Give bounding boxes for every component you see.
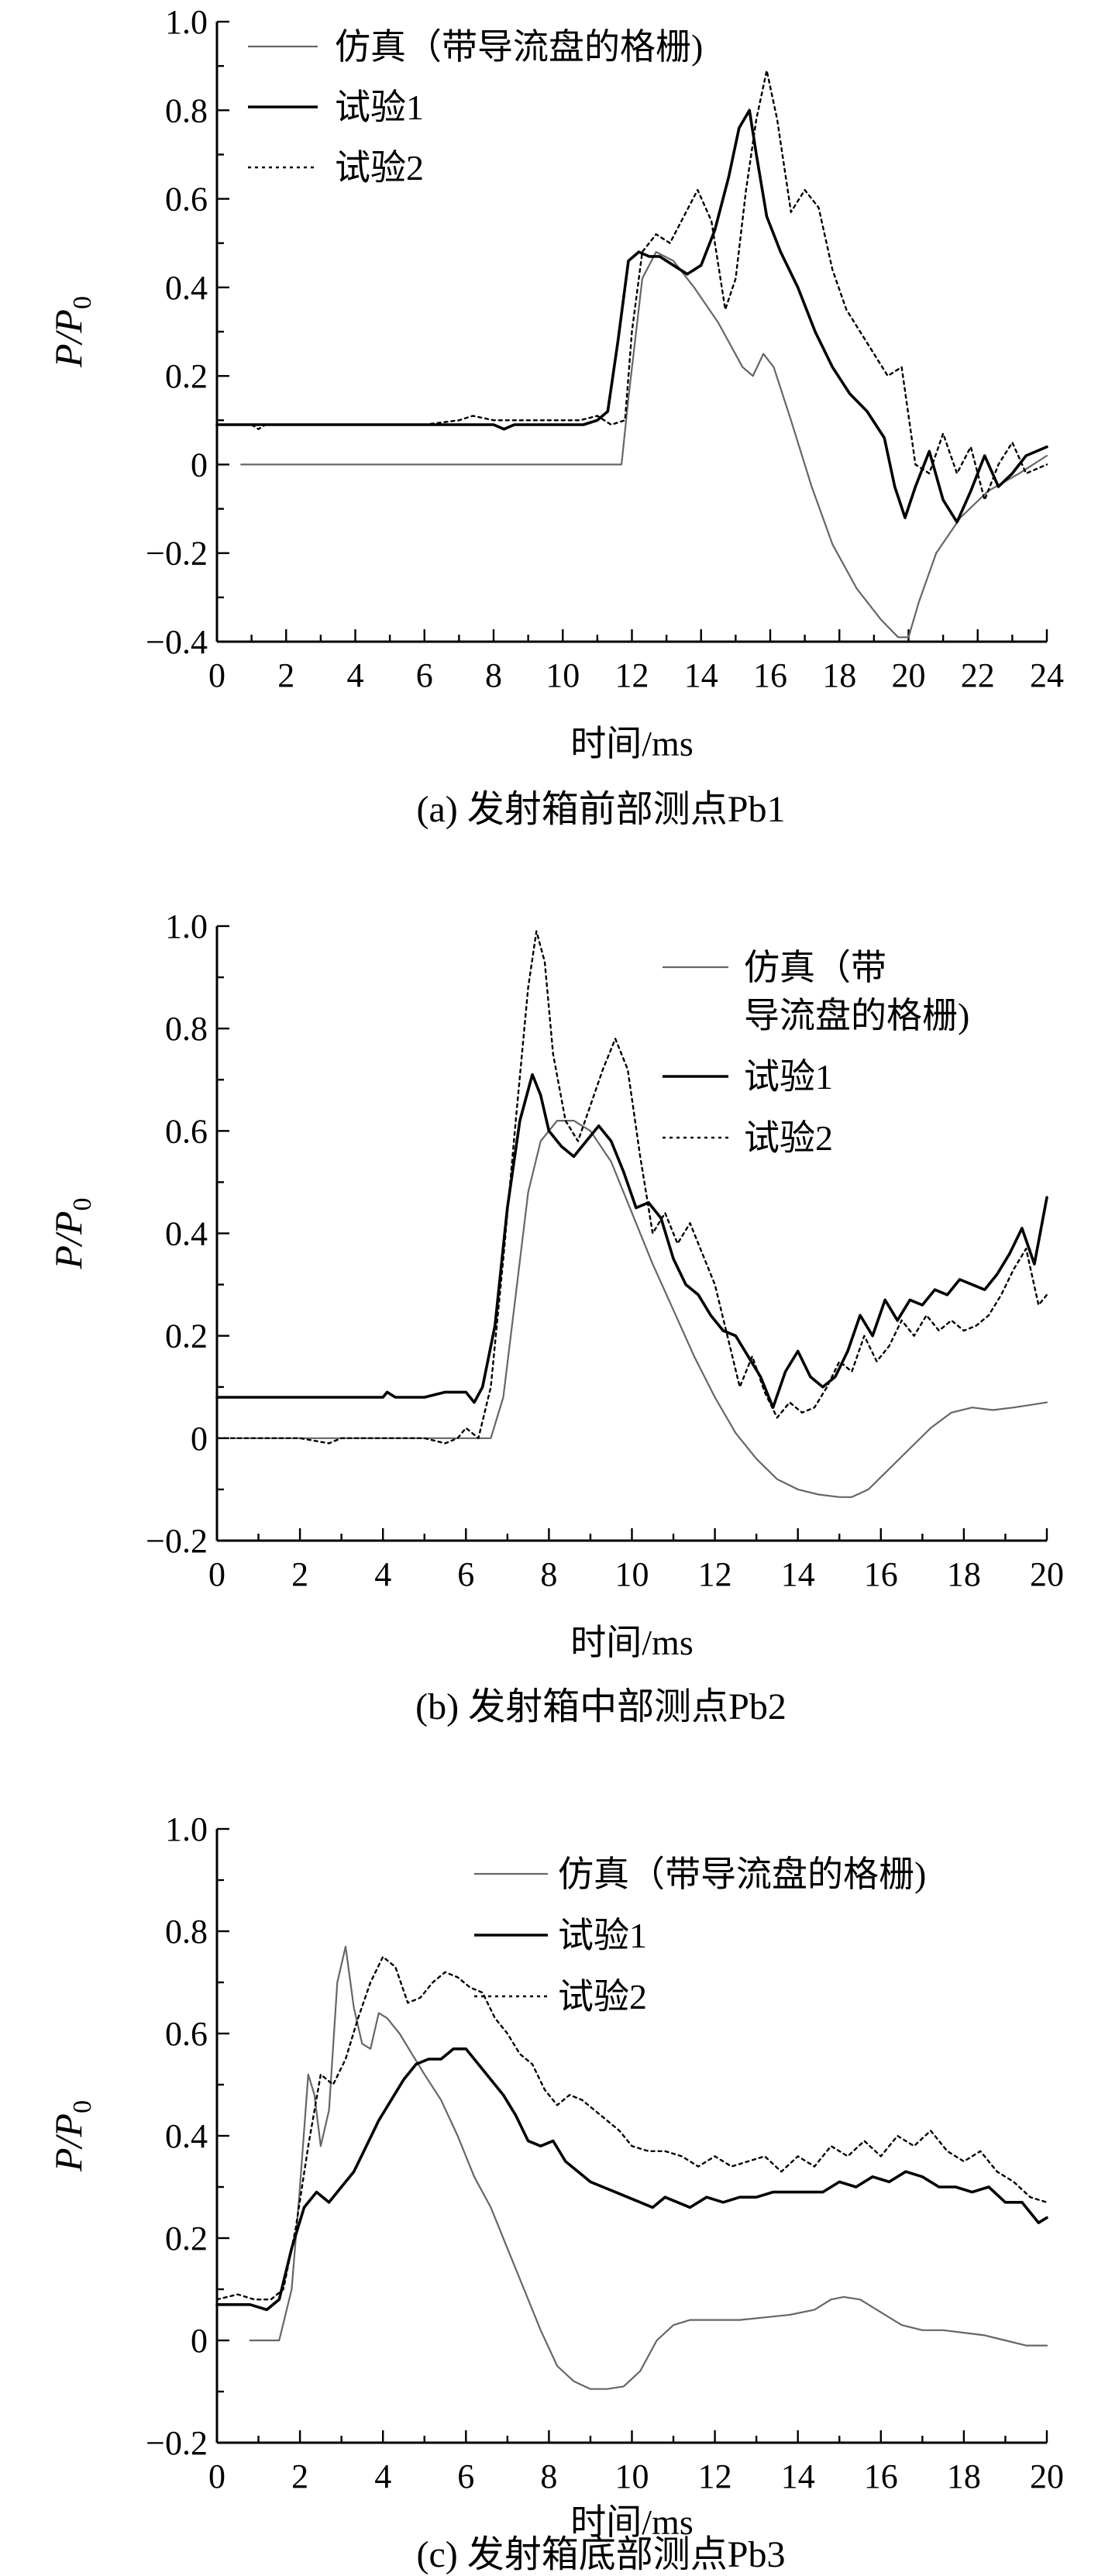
- series-line-2: [215, 930, 1048, 1445]
- x-tick-label: 8: [540, 2457, 557, 2495]
- series-line-2: [215, 1955, 1048, 2301]
- y-tick-label: 0.2: [165, 1317, 208, 1355]
- panel-caption: (b) 发射箱中部测点Pb2: [415, 1686, 786, 1727]
- series-line-0: [232, 1119, 1048, 1498]
- legend-label: 仿真（带: [744, 948, 886, 987]
- x-tick-label: 8: [485, 656, 502, 694]
- x-tick-label: 2: [291, 2457, 308, 2495]
- x-tick-label: 18: [947, 2457, 981, 2495]
- legend-label: 试验1: [744, 1057, 833, 1097]
- chart-panel-1: 0 2 4 6 8 10 12 14 16 18 20−0.200.20.40.60.81.0P/P…: [46, 907, 1064, 1727]
- y-tick-label: 1.0: [165, 1810, 208, 1848]
- y-tick-label: 0.4: [165, 2117, 208, 2155]
- y-tick-label: 0.2: [165, 357, 208, 395]
- panel-caption: (a) 发射箱前部测点Pb1: [417, 789, 786, 830]
- y-axis-title: P/P0: [46, 296, 97, 368]
- legend-label: 仿真（带导流盘的格栅): [558, 1855, 926, 1894]
- series-line-1: [215, 108, 1048, 524]
- x-tick-label: 18: [822, 656, 856, 694]
- series-line-1: [215, 1073, 1048, 1409]
- y-tick-label: −0.2: [146, 535, 208, 573]
- legend-label: 导流盘的格栅): [744, 996, 969, 1035]
- x-tick-label: 6: [457, 1555, 474, 1593]
- x-tick-label: 20: [1030, 1555, 1064, 1593]
- x-tick-label: 0: [208, 1555, 225, 1593]
- x-tick-label: 20: [892, 656, 926, 694]
- y-tick-label: 0: [191, 446, 208, 484]
- y-tick-label: 1.0: [165, 3, 208, 41]
- legend-label: 试验1: [335, 88, 424, 127]
- x-tick-label: 4: [347, 656, 364, 694]
- x-axis-title: 时间/ms: [570, 1623, 693, 1662]
- legend: 仿真（带导流盘的格栅) 试验1 试验2: [248, 27, 703, 188]
- x-tick-label: 2: [277, 656, 294, 694]
- y-tick-label: 0.8: [165, 1913, 208, 1951]
- x-tick-label: 4: [374, 1555, 391, 1593]
- x-tick-label: 12: [698, 2457, 732, 2495]
- series-line-0: [249, 1945, 1048, 2390]
- y-axis-title: P/P0: [46, 1198, 97, 1270]
- panel-caption: (c) 发射箱底部测点Pb3: [417, 2534, 786, 2575]
- series-line-2: [215, 69, 1048, 501]
- x-tick-label: 6: [416, 656, 433, 694]
- x-tick-label: 12: [698, 1555, 732, 1593]
- legend-label: 试验2: [744, 1118, 833, 1158]
- y-tick-label: 0.4: [165, 1215, 208, 1253]
- x-tick-label: 14: [684, 656, 718, 694]
- legend-label: 仿真（带导流盘的格栅): [335, 27, 703, 67]
- x-tick-label: 24: [1030, 656, 1064, 694]
- x-tick-label: 10: [615, 2457, 649, 2495]
- x-tick-label: 0: [208, 2457, 225, 2495]
- y-tick-label: 0.8: [165, 91, 208, 129]
- y-tick-label: 0.6: [165, 2015, 208, 2053]
- y-tick-label: 0.6: [165, 181, 208, 219]
- legend-label: 试验2: [335, 148, 424, 188]
- chart-panel-0: 0 2 4 6 8 10 12 14 16 18 20 22 24−0.4−0.200.20.40.60…: [46, 3, 1064, 830]
- x-tick-label: 6: [457, 2457, 474, 2495]
- x-tick-label: 20: [1030, 2457, 1064, 2495]
- x-tick-label: 16: [864, 1555, 898, 1593]
- x-tick-label: 10: [546, 656, 580, 694]
- x-tick-label: 18: [947, 1555, 981, 1593]
- series-line-1: [215, 2047, 1048, 2312]
- x-axis-title: 时间/ms: [570, 2502, 693, 2542]
- chart-panel-2: 0 2 4 6 8 10 12 14 16 18 20−0.200.20.40.60.81.0P/P…: [46, 1810, 1064, 2575]
- y-tick-label: 0.6: [165, 1112, 208, 1150]
- x-tick-label: 10: [615, 1555, 649, 1593]
- legend: 仿真（带导流盘的格栅) 试验1 试验2: [474, 1855, 926, 2016]
- x-tick-label: 12: [615, 656, 649, 694]
- y-tick-label: −0.2: [146, 2424, 208, 2462]
- y-tick-label: 0.2: [165, 2220, 208, 2257]
- x-axis-title: 时间/ms: [570, 724, 693, 763]
- y-tick-label: 0.4: [165, 269, 208, 307]
- y-tick-label: −0.2: [146, 1522, 208, 1560]
- y-tick-label: 1.0: [165, 907, 208, 945]
- y-tick-label: 0: [191, 2322, 208, 2360]
- y-tick-label: 0: [191, 1420, 208, 1458]
- x-tick-label: 16: [753, 656, 787, 694]
- legend-label: 试验1: [558, 1916, 647, 1955]
- x-tick-label: 2: [291, 1555, 308, 1593]
- x-tick-label: 14: [781, 1555, 815, 1593]
- y-tick-label: 0.8: [165, 1010, 208, 1048]
- x-tick-label: 14: [781, 2457, 815, 2495]
- x-tick-label: 4: [374, 2457, 391, 2495]
- y-axis-title: P/P0: [46, 2100, 97, 2172]
- legend-label: 试验2: [558, 1977, 647, 2016]
- x-tick-label: 16: [864, 2457, 898, 2495]
- y-tick-label: −0.4: [146, 623, 208, 661]
- x-tick-label: 22: [961, 656, 995, 694]
- x-tick-label: 0: [208, 656, 225, 694]
- series-line-0: [240, 251, 1048, 639]
- legend: 仿真（带导流盘的格栅) 试验1 试验2: [663, 948, 969, 1158]
- x-tick-label: 8: [540, 1555, 557, 1593]
